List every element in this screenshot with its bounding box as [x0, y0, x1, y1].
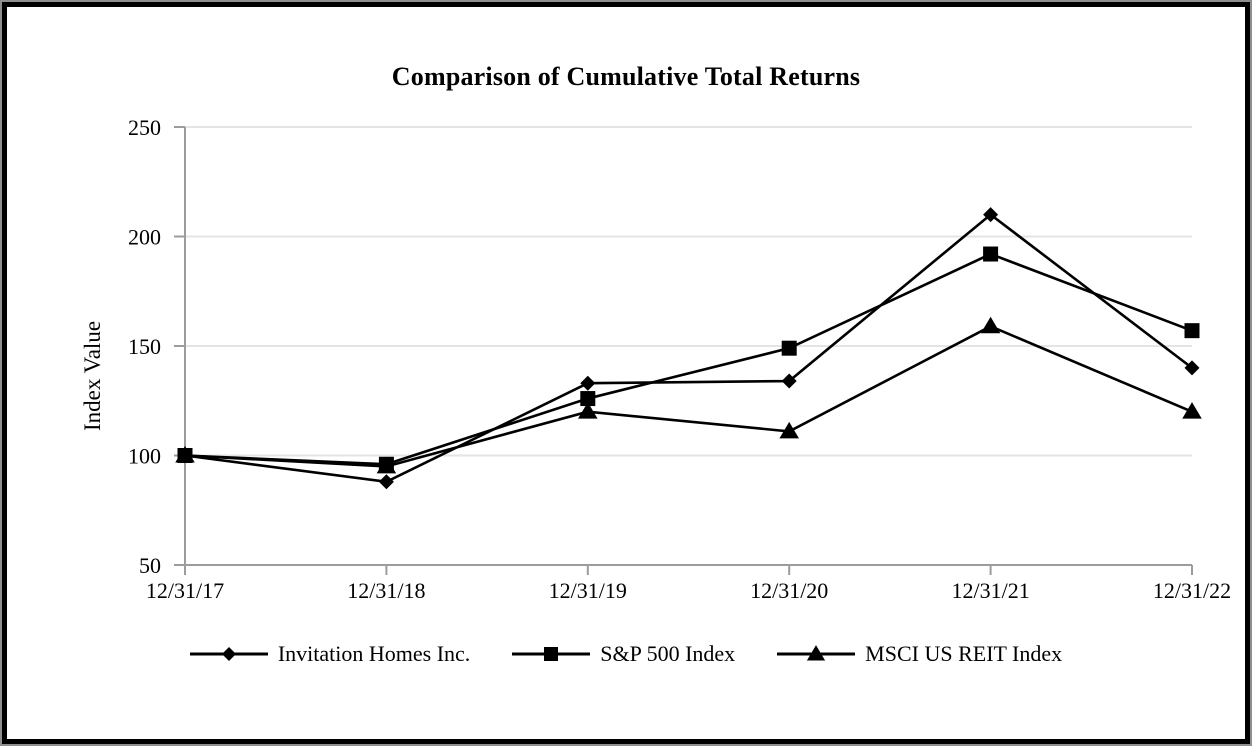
x-tick-label: 12/31/22: [1153, 578, 1231, 603]
y-tick-label: 150: [128, 334, 161, 359]
chart-title: Comparison of Cumulative Total Returns: [391, 62, 861, 91]
x-tick-label: 12/31/17: [146, 578, 224, 603]
legend-label-invitation-homes-inc: Invitation Homes Inc.: [277, 641, 471, 666]
legend-item-invitation-homes-inc: Invitation Homes Inc.: [189, 641, 471, 667]
y-tick-label: 100: [128, 444, 161, 469]
triangle-marker-msci-us-reit-index: [376, 456, 397, 474]
triangle-marker-msci-us-reit-index: [578, 402, 598, 419]
diamond-icon: [189, 647, 268, 661]
square-marker-s-p-500-index: [1184, 323, 1200, 339]
square-icon: [512, 647, 591, 661]
legend-triangle-marker: [807, 645, 826, 661]
triangle-marker-msci-us-reit-index: [175, 445, 195, 463]
diamond-marker-invitation-homes-inc: [781, 373, 797, 389]
triangle-marker-msci-us-reit-index: [779, 421, 799, 439]
diamond-marker-invitation-homes-inc: [983, 207, 999, 223]
series-line-invitation-homes-inc: [184, 212, 1193, 484]
legend-label-msci-us-reit-index: MSCI US REIT Index: [865, 641, 1063, 666]
legend-square-marker: [544, 647, 559, 661]
legend-label-s-p-500-index: S&P 500 Index: [600, 641, 736, 666]
diamond-marker-invitation-homes-inc: [580, 375, 596, 391]
series-line-msci-us-reit-index: [184, 324, 1193, 468]
x-tick-label: 12/31/20: [750, 578, 828, 603]
series-line-s-p-500-index: [184, 252, 1193, 466]
x-tick-label: 12/31/19: [549, 578, 627, 603]
triangle-marker-msci-us-reit-index: [1182, 402, 1202, 419]
legend-item-s-p-500-index: S&P 500 Index: [512, 641, 735, 667]
triangle-icon: [777, 645, 856, 661]
legend: Invitation Homes Inc. S&P 500 Index MSCI U…: [0, 641, 1252, 667]
y-tick-label: 200: [128, 225, 161, 250]
square-marker-s-p-500-index: [983, 246, 999, 262]
y-tick-label: 50: [139, 553, 161, 578]
x-tick-label: 12/31/18: [347, 578, 425, 603]
triangle-marker-msci-us-reit-index: [980, 316, 1001, 334]
diamond-marker-invitation-homes-inc: [378, 474, 394, 490]
diamond-marker-invitation-homes-inc: [1184, 360, 1200, 376]
square-marker-s-p-500-index: [580, 391, 596, 407]
square-marker-s-p-500-index: [781, 340, 797, 356]
x-tick-label: 12/31/21: [951, 578, 1029, 603]
y-tick-label: 250: [128, 115, 161, 140]
legend-item-msci-us-reit-index: MSCI US REIT Index: [777, 641, 1062, 667]
legend-diamond-marker: [221, 647, 236, 661]
